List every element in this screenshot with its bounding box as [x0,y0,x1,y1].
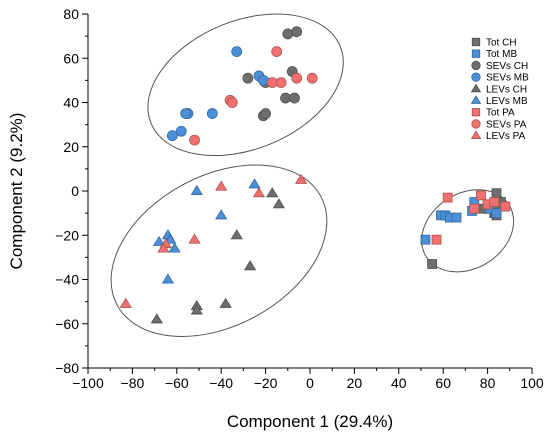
point-levs-mb [190,184,203,195]
y-tick-label: 20 [63,139,79,155]
point-sevs-pa [275,77,287,88]
y-tick-label: −80 [55,360,79,376]
x-axis-title: Component 1 (29.4%) [227,412,393,431]
point-tot-pa [489,197,500,207]
legend-marker-levs-ch [470,83,482,93]
point-sevs-mb [175,125,187,137]
y-axis-title: Component 2 (9.2%) [7,113,26,270]
x-tick-label: 60 [435,375,451,391]
point-tot-mb [420,234,431,245]
point-sevs-mb [257,74,269,86]
x-tick-label: 0 [306,375,314,391]
point-levs-mb [152,235,166,246]
point-levs-pa [188,233,201,244]
point-levs-pa [252,187,266,198]
legend-marker-levs-mb [470,95,482,104]
point-sevs-ch [260,108,272,119]
y-tick-label: 60 [63,50,79,66]
y-tick-label: −20 [55,227,79,243]
point-sevs-pa [189,134,200,146]
x-tick-label: −60 [165,375,189,391]
x-tick-label: −20 [254,375,278,391]
x-tick-label: 40 [391,375,407,391]
y-ticks: −80 −60 −40 −20 0 20 40 60 80 [55,6,88,376]
legend-marker-sevs-pa [471,119,481,129]
legend-marker-sevs-mb [471,72,481,82]
y-tick-label: −40 [55,272,79,288]
legend-marker-sevs-ch [471,60,481,71]
point-tot-pa [431,234,442,245]
legend-label-sevs-mb: SEVs MB [486,73,529,84]
point-levs-ch [230,229,243,240]
legend-label-tot-pa: Tot PA [486,108,515,119]
point-sevs-ch [242,72,254,84]
legend-marker-tot-ch [471,37,481,47]
point-levs-mb [215,209,228,220]
point-sevs-mb [166,130,178,142]
point-levs-mb [248,178,261,189]
cluster-ellipse [147,13,344,157]
point-levs-pa [295,173,308,184]
point-tot-pa [469,203,480,214]
legend-marker-tot-pa [471,108,481,117]
point-levs-pa [157,242,170,253]
legend-label-tot-ch: Tot CH [486,38,517,49]
point-sevs-pa [271,46,283,58]
legend-label-levs-ch: LEVs CH [486,84,527,95]
point-levs-ch [150,313,163,324]
point-levs-mb [161,273,175,284]
point-tot-pa [476,190,486,201]
point-sevs-mb [206,108,218,119]
x-tick-label: −80 [121,375,145,391]
point-levs-ch [243,260,257,271]
legend-marker-levs-pa [470,130,482,139]
point-levs-ch [266,187,279,198]
point-levs-ch [272,198,286,209]
point-tot-ch [427,259,438,269]
legend-label-levs-mb: LEVs MB [486,96,528,107]
x-tick-label: −40 [209,375,233,391]
point-levs-ch [219,297,232,308]
data-points [119,26,511,324]
point-tot-pa [442,192,453,203]
legend-label-levs-pa: LEVs PA [486,131,526,142]
point-sevs-pa [226,97,238,108]
x-tick-label: 20 [347,375,363,391]
point-tot-pa [500,201,511,212]
legend-label-tot-mb: Tot MB [486,49,517,60]
x-tick-label: −100 [72,375,104,391]
y-tick-label: 40 [63,95,79,111]
cluster-ellipses [110,13,515,337]
x-tick-label: 100 [520,375,544,391]
point-levs-ch [190,304,203,315]
cluster-ellipse [421,189,515,273]
point-levs-pa [215,180,228,191]
point-tot-ch [491,188,502,199]
point-sevs-pa [291,72,303,84]
point-sevs-pa [306,72,318,84]
point-tot-mb [491,208,502,219]
point-sevs-ch [289,92,300,104]
legend-label-sevs-pa: SEVs PA [486,119,527,130]
cluster-ellipse [110,164,328,337]
x-ticks: −100 −80 −60 −40 −20 0 20 40 60 80 100 [72,368,544,391]
point-tot-mb [451,212,462,223]
y-tick-label: 80 [63,6,79,22]
y-tick-label: 0 [71,183,79,199]
point-sevs-ch [291,26,303,38]
point-levs-pa [119,297,132,308]
point-sevs-mb [180,108,192,119]
x-tick-label: 80 [480,375,496,391]
point-sevs-ch [282,28,294,40]
legend-marker-tot-mb [471,49,481,58]
y-tick-label: −60 [55,316,79,332]
legend-label-sevs-ch: SEVs CH [486,61,528,72]
point-levs-mb [168,242,181,253]
point-sevs-mb [231,46,243,58]
